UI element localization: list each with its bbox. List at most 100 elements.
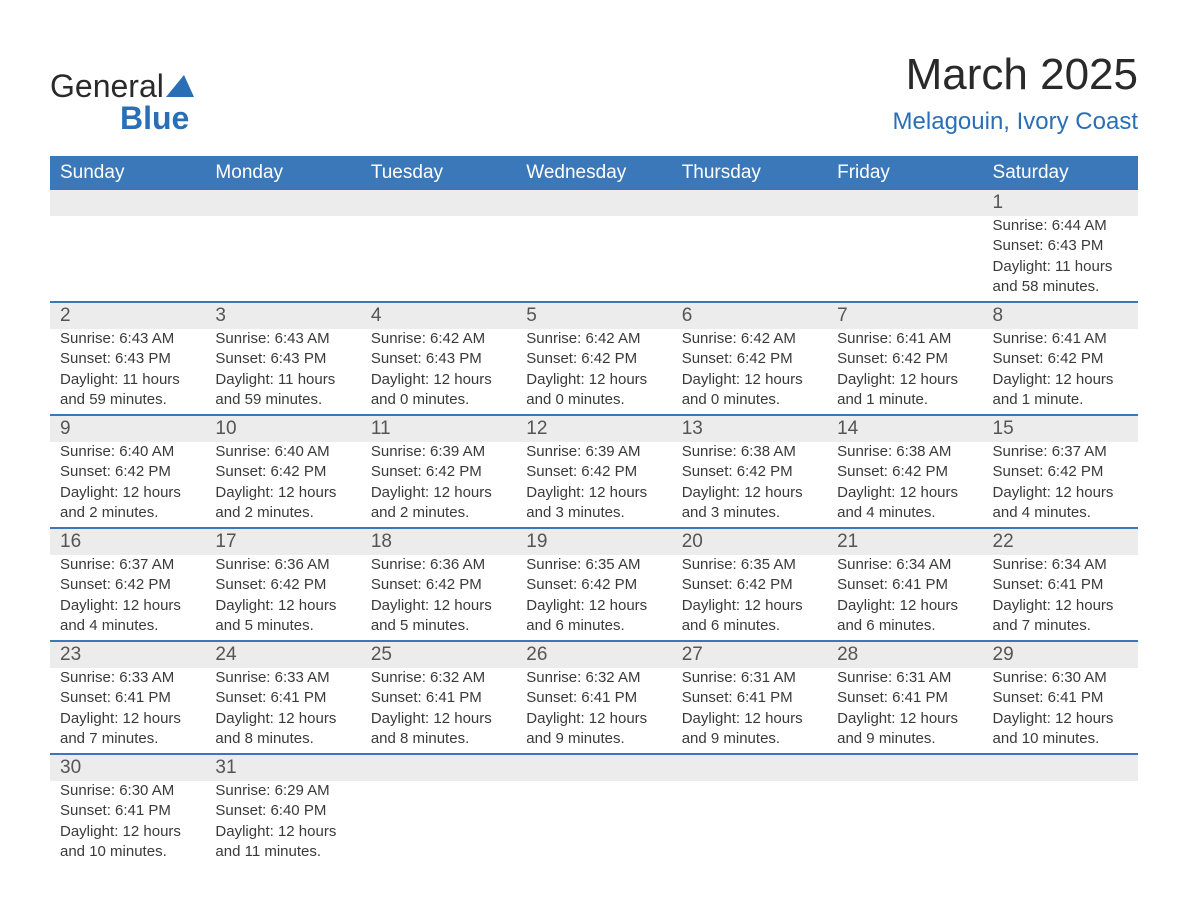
- sunrise-text: Sunrise: 6:35 AM: [682, 555, 817, 575]
- day-detail-cell: Sunrise: 6:39 AMSunset: 6:42 PMDaylight:…: [361, 442, 516, 527]
- sunset-text: Sunset: 6:41 PM: [682, 688, 817, 708]
- weekday-header-cell: Wednesday: [516, 156, 671, 190]
- day-detail-cell: Sunrise: 6:42 AMSunset: 6:42 PMDaylight:…: [516, 329, 671, 414]
- sunset-text: Sunset: 6:41 PM: [371, 688, 506, 708]
- weekday-header-cell: Saturday: [983, 156, 1138, 190]
- day-number-cell: [827, 190, 982, 216]
- day-number-cell: 11: [361, 416, 516, 442]
- day-detail-row: Sunrise: 6:43 AMSunset: 6:43 PMDaylight:…: [50, 329, 1138, 414]
- day-detail-row: Sunrise: 6:44 AMSunset: 6:43 PMDaylight:…: [50, 216, 1138, 301]
- sunset-text: Sunset: 6:43 PM: [60, 349, 195, 369]
- day-detail-cell: [50, 216, 205, 301]
- calendar-page: General Blue March 2025 Melagouin, Ivory…: [50, 50, 1138, 866]
- day-number-cell: 15: [983, 416, 1138, 442]
- weekday-header-cell: Tuesday: [361, 156, 516, 190]
- daylight-text: Daylight: 12 hours and 7 minutes.: [993, 596, 1128, 637]
- daylight-text: Daylight: 11 hours and 59 minutes.: [215, 370, 350, 411]
- day-number-cell: 8: [983, 303, 1138, 329]
- day-number-cell: [983, 755, 1138, 781]
- day-number-cell: 16: [50, 529, 205, 555]
- daylight-text: Daylight: 12 hours and 5 minutes.: [215, 596, 350, 637]
- weekday-header-cell: Monday: [205, 156, 360, 190]
- day-number-cell: 18: [361, 529, 516, 555]
- day-number-cell: 6: [672, 303, 827, 329]
- day-number-cell: 28: [827, 642, 982, 668]
- sunset-text: Sunset: 6:42 PM: [60, 575, 195, 595]
- daylight-text: Daylight: 12 hours and 5 minutes.: [371, 596, 506, 637]
- day-detail-cell: Sunrise: 6:34 AMSunset: 6:41 PMDaylight:…: [827, 555, 982, 640]
- sunset-text: Sunset: 6:41 PM: [837, 575, 972, 595]
- sunrise-text: Sunrise: 6:43 AM: [215, 329, 350, 349]
- day-detail-cell: [827, 781, 982, 866]
- sunset-text: Sunset: 6:42 PM: [993, 349, 1128, 369]
- day-number-cell: 22: [983, 529, 1138, 555]
- sunrise-text: Sunrise: 6:43 AM: [60, 329, 195, 349]
- day-number-cell: 23: [50, 642, 205, 668]
- sunrise-text: Sunrise: 6:37 AM: [60, 555, 195, 575]
- sunset-text: Sunset: 6:42 PM: [682, 462, 817, 482]
- sunset-text: Sunset: 6:42 PM: [682, 349, 817, 369]
- daylight-text: Daylight: 12 hours and 6 minutes.: [837, 596, 972, 637]
- day-detail-cell: [983, 781, 1138, 866]
- day-number-cell: [516, 190, 671, 216]
- day-detail-cell: [516, 216, 671, 301]
- day-detail-cell: Sunrise: 6:30 AMSunset: 6:41 PMDaylight:…: [983, 668, 1138, 753]
- daylight-text: Daylight: 12 hours and 0 minutes.: [526, 370, 661, 411]
- sunrise-text: Sunrise: 6:38 AM: [682, 442, 817, 462]
- day-number-cell: 3: [205, 303, 360, 329]
- day-number-cell: 7: [827, 303, 982, 329]
- sunset-text: Sunset: 6:41 PM: [215, 688, 350, 708]
- sunset-text: Sunset: 6:41 PM: [60, 688, 195, 708]
- day-detail-cell: [205, 216, 360, 301]
- logo-word-blue: Blue: [120, 100, 189, 136]
- sunrise-text: Sunrise: 6:40 AM: [215, 442, 350, 462]
- day-detail-cell: Sunrise: 6:40 AMSunset: 6:42 PMDaylight:…: [50, 442, 205, 527]
- day-number-cell: [361, 755, 516, 781]
- sunset-text: Sunset: 6:43 PM: [371, 349, 506, 369]
- sunset-text: Sunset: 6:41 PM: [993, 688, 1128, 708]
- day-detail-cell: [361, 216, 516, 301]
- sunrise-text: Sunrise: 6:33 AM: [60, 668, 195, 688]
- sunset-text: Sunset: 6:42 PM: [60, 462, 195, 482]
- sunset-text: Sunset: 6:42 PM: [837, 349, 972, 369]
- sunset-text: Sunset: 6:41 PM: [60, 801, 195, 821]
- day-number-cell: 2: [50, 303, 205, 329]
- day-detail-cell: [827, 216, 982, 301]
- day-detail-cell: Sunrise: 6:44 AMSunset: 6:43 PMDaylight:…: [983, 216, 1138, 301]
- weekday-header-cell: Sunday: [50, 156, 205, 190]
- sunrise-text: Sunrise: 6:30 AM: [60, 781, 195, 801]
- sunset-text: Sunset: 6:42 PM: [371, 462, 506, 482]
- day-detail-cell: Sunrise: 6:30 AMSunset: 6:41 PMDaylight:…: [50, 781, 205, 866]
- day-detail-cell: [672, 781, 827, 866]
- day-detail-cell: Sunrise: 6:36 AMSunset: 6:42 PMDaylight:…: [361, 555, 516, 640]
- sunrise-text: Sunrise: 6:35 AM: [526, 555, 661, 575]
- day-detail-cell: Sunrise: 6:38 AMSunset: 6:42 PMDaylight:…: [672, 442, 827, 527]
- day-number-cell: 20: [672, 529, 827, 555]
- day-detail-row: Sunrise: 6:37 AMSunset: 6:42 PMDaylight:…: [50, 555, 1138, 640]
- daylight-text: Daylight: 12 hours and 4 minutes.: [60, 596, 195, 637]
- day-number-cell: 21: [827, 529, 982, 555]
- day-number-cell: 31: [205, 755, 360, 781]
- location-subtitle: Melagouin, Ivory Coast: [893, 108, 1138, 136]
- daylight-text: Daylight: 12 hours and 10 minutes.: [993, 709, 1128, 750]
- day-number-cell: 27: [672, 642, 827, 668]
- day-number-row: 16171819202122: [50, 527, 1138, 555]
- day-detail-cell: Sunrise: 6:41 AMSunset: 6:42 PMDaylight:…: [827, 329, 982, 414]
- sunset-text: Sunset: 6:42 PM: [215, 462, 350, 482]
- daylight-text: Daylight: 12 hours and 2 minutes.: [371, 483, 506, 524]
- day-detail-cell: Sunrise: 6:36 AMSunset: 6:42 PMDaylight:…: [205, 555, 360, 640]
- sunset-text: Sunset: 6:42 PM: [837, 462, 972, 482]
- day-number-cell: 4: [361, 303, 516, 329]
- day-number-cell: [672, 755, 827, 781]
- day-detail-cell: [516, 781, 671, 866]
- sunset-text: Sunset: 6:42 PM: [526, 575, 661, 595]
- daylight-text: Daylight: 12 hours and 4 minutes.: [993, 483, 1128, 524]
- daylight-text: Daylight: 12 hours and 11 minutes.: [215, 822, 350, 863]
- day-detail-cell: Sunrise: 6:42 AMSunset: 6:43 PMDaylight:…: [361, 329, 516, 414]
- daylight-text: Daylight: 12 hours and 6 minutes.: [526, 596, 661, 637]
- daylight-text: Daylight: 12 hours and 0 minutes.: [371, 370, 506, 411]
- sunrise-text: Sunrise: 6:42 AM: [526, 329, 661, 349]
- sunrise-text: Sunrise: 6:30 AM: [993, 668, 1128, 688]
- sunset-text: Sunset: 6:41 PM: [526, 688, 661, 708]
- sunset-text: Sunset: 6:43 PM: [993, 236, 1128, 256]
